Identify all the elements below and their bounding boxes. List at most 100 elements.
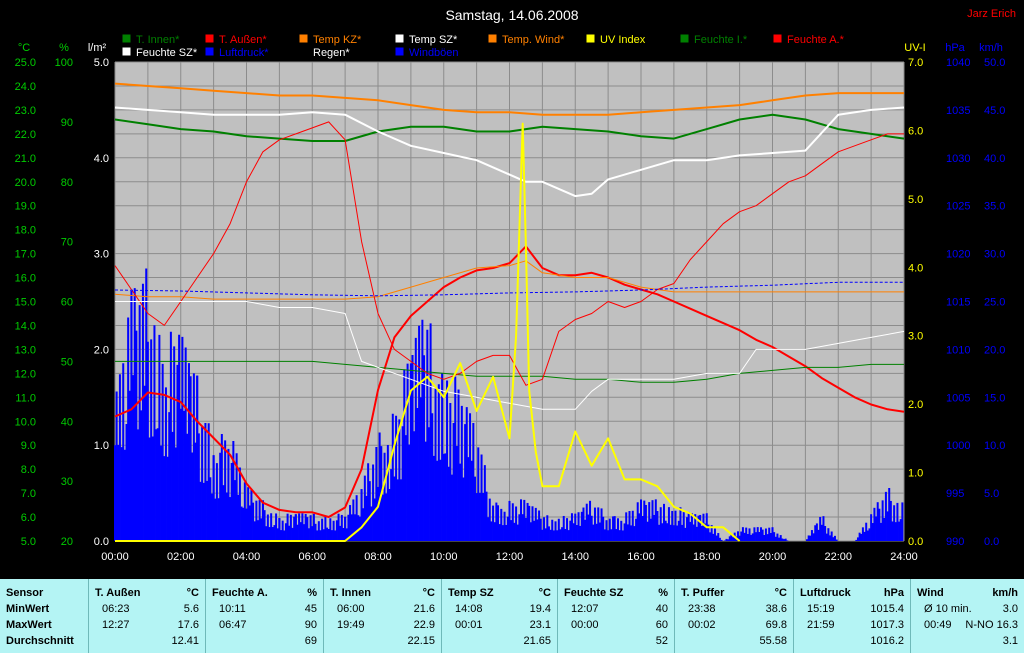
legend-label: Feuchte A.* — [787, 34, 845, 46]
celsius-axis-tick-label: 10.0 — [15, 416, 36, 428]
stats-cell-value: 55.58 — [759, 635, 787, 647]
x-tick-label: 22:00 — [824, 551, 852, 563]
legend-swatch — [487, 33, 498, 44]
percent-axis-tick-label: 20 — [61, 536, 73, 548]
pressure-axis-tick-label: 1025 — [946, 201, 970, 213]
stats-cell-time: 00:49 — [924, 619, 952, 631]
pressure-axis-tick-label: 1005 — [946, 392, 970, 404]
stats-cell-value: 3.1 — [1002, 635, 1018, 647]
uv-axis-tick-label: 1.0 — [908, 468, 923, 480]
celsius-axis-tick-label: 17.0 — [15, 249, 36, 261]
celsius-axis-tick-label: 18.0 — [15, 225, 36, 237]
stats-cell-value: 5.6 — [183, 603, 199, 615]
stats-column-header: T. Innen — [330, 587, 371, 599]
series-uv-index — [115, 122, 741, 542]
stats-cell-time: 06:23 — [102, 603, 130, 615]
wind-axis-tick-label: 50.0 — [984, 57, 1005, 69]
percent-axis-tick-label: 90 — [61, 117, 73, 129]
stats-cell-time: MinWert — [6, 603, 50, 615]
stats-column-header: Feuchte A. — [212, 587, 268, 599]
uv-axis-tick-label: 5.0 — [908, 194, 923, 206]
stats-cell-time: 19:49 — [337, 619, 365, 631]
stats-cell-value: 40 — [655, 603, 668, 615]
series-temp-sz — [114, 106, 905, 198]
stats-cell-value: 22.15 — [407, 635, 435, 647]
stats-column-unit: % — [307, 587, 317, 599]
legend-swatch — [298, 33, 309, 44]
series-temp-kz — [114, 82, 904, 116]
percent-unit-label: % — [59, 42, 69, 54]
legend-swatch — [772, 33, 783, 44]
stats-cell-value: 69 — [304, 635, 317, 647]
stats-cell-value: 1017.3 — [870, 619, 904, 631]
stats-cell-time: 14:08 — [455, 603, 483, 615]
legend-swatch — [679, 33, 690, 44]
wind-axis-tick-label: 35.0 — [984, 201, 1005, 213]
stats-cell-value: 12.41 — [171, 635, 199, 647]
stats-column-unit: °C — [774, 587, 787, 599]
stats-column-header: Luftdruck — [800, 587, 851, 599]
stats-cell-value: 1016.2 — [870, 635, 904, 647]
celsius-axis-tick-label: 12.0 — [15, 368, 36, 380]
stats-cell-value: 19.4 — [529, 603, 551, 615]
stats-cell-value: 69.8 — [765, 619, 787, 631]
stats-cell-time: Durchschnitt — [6, 635, 74, 647]
stats-cell-value: 52 — [655, 635, 668, 647]
legend-swatch — [298, 46, 309, 57]
pressure-axis-tick-label: 1015 — [946, 297, 970, 309]
series-feuchte-sz — [115, 301, 905, 410]
pressure-axis-tick-label: 1030 — [946, 153, 970, 165]
x-tick-label: 00:00 — [101, 551, 129, 563]
chart-title: Samstag, 14.06.2008 — [445, 7, 578, 23]
uv-unit-label: UV-I — [904, 42, 925, 54]
x-tick-label: 02:00 — [167, 551, 195, 563]
pressure-axis-tick-label: 1010 — [946, 344, 970, 356]
rain-axis-tick-label: 1.0 — [94, 440, 109, 452]
percent-axis-tick-label: 60 — [61, 297, 73, 309]
stats-column: Sensor MinWert MaxWert Durchschnitt — [0, 579, 89, 653]
pressure-axis-tick-label: 990 — [946, 536, 964, 548]
percent-axis-tick-label: 100 — [55, 57, 73, 69]
percent-axis-tick-label: 40 — [61, 416, 73, 428]
wind-axis-tick-label: 15.0 — [984, 392, 1005, 404]
stats-column-unit: °C — [538, 587, 551, 599]
uv-axis-tick-label: 6.0 — [908, 125, 923, 137]
uv-axis-tick-label: 3.0 — [908, 331, 923, 343]
wind-axis-tick-label: 5.0 — [984, 488, 999, 500]
legend-swatch — [394, 46, 405, 57]
stats-column: Wind km/h Ø 10 min. 3.0 00:49 N-NO 16.3 3.1 — [910, 579, 1024, 653]
stats-cell-value: 23.1 — [529, 619, 551, 631]
legend-label: Temp SZ* — [409, 34, 458, 46]
stats-cell-time: 06:47 — [219, 619, 247, 631]
celsius-axis-tick-label: 15.0 — [15, 297, 36, 309]
stats-cell-time: 00:00 — [571, 619, 599, 631]
series-t-au-en — [114, 245, 905, 518]
stats-column: Feuchte SZ% 12:07 40 00:00 60 52 — [557, 579, 675, 653]
celsius-axis-tick-label: 19.0 — [15, 201, 36, 213]
legend-label: T. Innen* — [136, 34, 180, 46]
x-tick-label: 20:00 — [759, 551, 787, 563]
wind-axis-tick-label: 45.0 — [984, 105, 1005, 117]
series-feuchte-a — [114, 121, 904, 386]
x-tick-label: 12:00 — [496, 551, 524, 563]
celsius-axis-tick-label: 5.0 — [21, 536, 36, 548]
legend-label: Temp KZ* — [313, 34, 362, 46]
weather-chart: 5.0 6.0 7.0 8.0 9.0 10.0 11.0 12.0 13.0 14.0 15.0 1… — [15, 7, 1016, 563]
stats-cell-time: 12:27 — [102, 619, 130, 631]
legend-label: Windböen — [409, 47, 459, 59]
stats-cell-time: 12:07 — [571, 603, 599, 615]
stats-cell-value: 17.6 — [177, 619, 199, 631]
celsius-axis-tick-label: 20.0 — [15, 177, 36, 189]
legend-swatch — [585, 33, 596, 44]
stats-cell-time: Ø 10 min. — [924, 603, 972, 615]
stats-column-unit: % — [658, 587, 668, 599]
x-tick-label: 24:00 — [890, 551, 918, 563]
stats-cell-value: 21.65 — [523, 635, 551, 647]
legend-label: T. Außen* — [219, 34, 267, 46]
stats-column: T. Innen °C 06:00 21.6 19:49 22.9 22.15 — [323, 579, 442, 653]
legend-swatch — [121, 46, 132, 57]
stats-cell-time: MaxWert — [6, 619, 52, 631]
stats-cell-time: 10:11 — [219, 603, 246, 615]
stats-column-unit: hPa — [883, 587, 904, 599]
stats-cell-value: 60 — [655, 619, 668, 631]
